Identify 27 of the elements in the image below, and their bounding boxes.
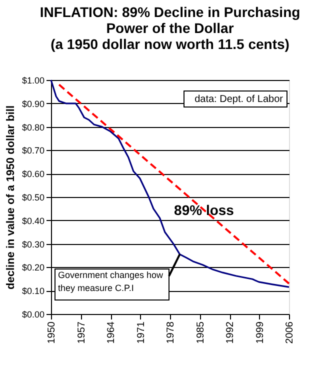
x-tick-label: 2006	[284, 321, 296, 344]
y-tick-label: $0.70	[22, 146, 44, 156]
x-tick-label: 1985	[195, 321, 206, 344]
y-tick-label: $0.50	[22, 192, 44, 202]
annotation: Government changes how they measure C.P.I	[58, 270, 164, 293]
x-tick-label: 1964	[106, 321, 117, 344]
x-tick-label: 1999	[254, 321, 266, 344]
text: (a 1950 dollar now worth 11.5 cents)	[50, 36, 290, 52]
x-tick-label: 1950	[46, 321, 58, 344]
y-tick-label: $0.30	[22, 239, 44, 250]
y-tick-label: $0.80	[22, 122, 44, 132]
y-tick-label: $0.20	[22, 262, 44, 273]
y-tick-label: $0.90	[22, 98, 44, 109]
text: Power of the Dollar	[106, 20, 234, 36]
x-tick-label: 1971	[136, 321, 147, 344]
annotation: data: Dept. of Labor	[194, 94, 284, 105]
annotation: 89% loss	[174, 202, 234, 218]
text: INFLATION: 89% Decline in Purchasing	[40, 4, 300, 20]
y-tick-label: $0.00	[22, 310, 44, 320]
y-tick-label: $0.10	[22, 286, 44, 296]
x-tick-label: 1992	[225, 321, 236, 344]
x-tick-label: 1957	[76, 321, 88, 344]
y-tick-label: $1.00	[22, 76, 44, 86]
y-tick-label: $0.40	[22, 216, 44, 226]
y-tick-label: $0.60	[22, 169, 44, 180]
x-tick-label: 1978	[166, 321, 176, 344]
y-axis-title: decline in value of a 1950 dollar bill	[4, 105, 17, 290]
